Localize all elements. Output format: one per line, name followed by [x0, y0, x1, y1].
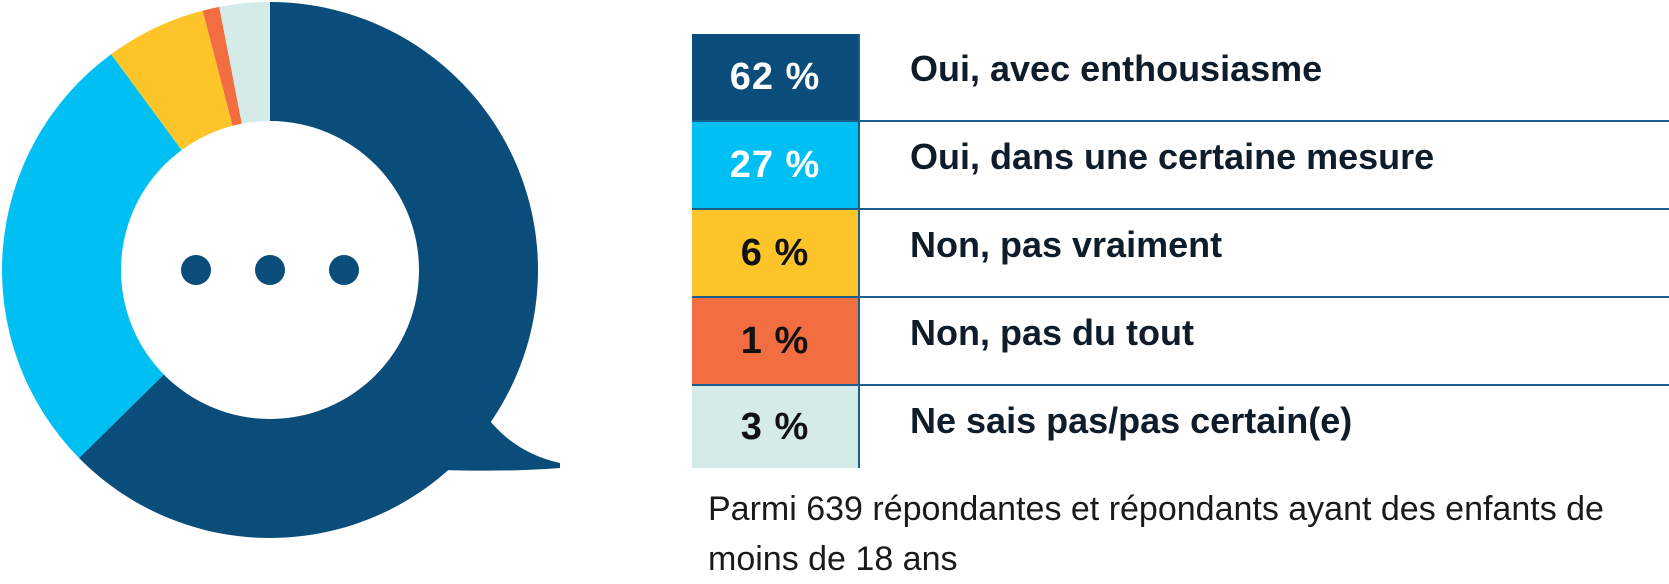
legend-label: Oui, dans une certaine mesure: [858, 122, 1669, 208]
ellipsis-dot: [329, 255, 359, 285]
legend-label: Non, pas du tout: [858, 298, 1669, 384]
ellipsis-icon: [181, 255, 359, 285]
legend-row: 27 % Oui, dans une certaine mesure: [692, 122, 1669, 210]
speech-bubble-tail: [440, 390, 560, 471]
footnote: Parmi 639 répondantes et répondants ayan…: [708, 490, 1604, 578]
legend-percent: 62 %: [692, 34, 858, 120]
legend-table: 62 % Oui, avec enthousiasme 27 % Oui, da…: [692, 34, 1669, 468]
ellipsis-dot: [181, 255, 211, 285]
legend-percent: 1 %: [692, 298, 858, 384]
legend-label: Non, pas vraiment: [858, 210, 1669, 296]
legend-label: Ne sais pas/pas certain(e): [858, 386, 1669, 468]
legend-row: 62 % Oui, avec enthousiasme: [692, 34, 1669, 122]
legend-percent: 6 %: [692, 210, 858, 296]
ellipsis-dot: [255, 255, 285, 285]
legend-row: 6 % Non, pas vraiment: [692, 210, 1669, 298]
legend-row: 3 % Ne sais pas/pas certain(e): [692, 386, 1669, 468]
legend-row: 1 % Non, pas du tout: [692, 298, 1669, 386]
donut-chart: [2, 2, 560, 538]
legend-percent: 27 %: [692, 122, 858, 208]
legend-label: Oui, avec enthousiasme: [858, 34, 1669, 120]
legend-percent: 3 %: [692, 386, 858, 468]
